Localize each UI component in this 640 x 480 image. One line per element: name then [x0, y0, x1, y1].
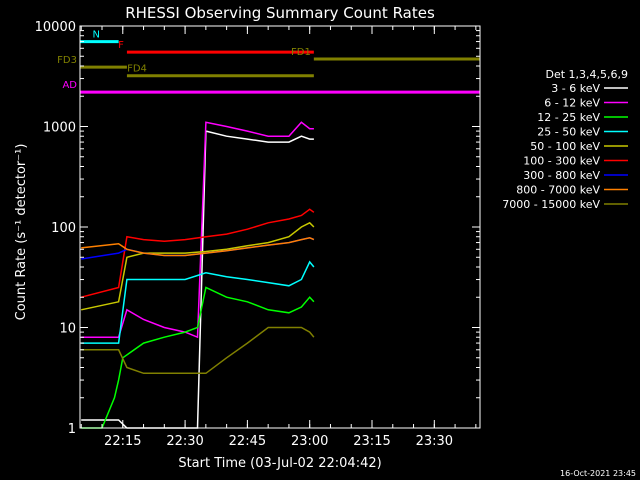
series-line-4: [81, 260, 315, 344]
series-line-9: [81, 326, 315, 375]
legend-label-3: 12 - 25 keV: [537, 111, 600, 124]
x-axis-label: Start Time (03-Jul-02 22:04:42): [178, 456, 381, 471]
series-line-7: [81, 237, 315, 260]
legend-label-9: 7000 - 15000 keV: [502, 198, 600, 211]
mode-label-fd4: FD4: [127, 64, 147, 75]
y-axis-label: Count Rate (s⁻¹ detector⁻¹): [14, 144, 29, 321]
footer-date: 16-Oct-2021 23:45: [560, 469, 636, 478]
mode-label-n: N: [93, 30, 100, 41]
x-tick-label: 23:15: [353, 434, 390, 449]
series-line-6: [81, 208, 315, 298]
series-line-3: [81, 286, 315, 429]
legend-title: Det 1,3,4,5,6,9: [545, 68, 628, 81]
x-tick-label: 22:30: [166, 434, 203, 449]
y-tick-label: 10000: [35, 20, 76, 35]
legend-label-6: 100 - 300 keV: [523, 155, 600, 168]
legend-label-4: 25 - 50 keV: [537, 126, 600, 139]
plot-frame: [79, 25, 481, 429]
legend-label-2: 6 - 12 keV: [544, 97, 600, 110]
legend-label-8: 800 - 7000 keV: [516, 184, 600, 197]
axes: 1 10 100 1000 10000 22:15 22:30 22:45 23:00 23:15…: [35, 20, 481, 449]
legend-label-1: 3 - 6 keV: [551, 82, 600, 95]
x-tick-label: 22:15: [104, 434, 141, 449]
y-tick-label: 100: [51, 221, 76, 236]
x-tick-label: 22:45: [229, 434, 266, 449]
mode-label-f: F: [118, 40, 124, 51]
observing-mode-bars: N F FD1 FD3 FD4 AD: [57, 30, 480, 94]
legend-label-5: 50 - 100 keV: [530, 140, 600, 153]
mode-label-fd1: FD1: [291, 47, 311, 58]
mode-label-fd3: FD3: [57, 55, 77, 66]
chart-title: RHESSI Observing Summary Count Rates: [125, 4, 435, 22]
y-tick-label: 10: [59, 322, 76, 337]
series-line-5: [81, 221, 315, 311]
series-line-2: [81, 121, 314, 339]
series-line-1: [81, 130, 314, 429]
legend-label-7: 300 - 800 keV: [523, 169, 600, 182]
x-tick-label: 23:00: [291, 434, 328, 449]
y-tick-label: 1000: [43, 121, 76, 136]
mode-label-ad: AD: [62, 80, 77, 91]
y-tick-label: 1: [68, 422, 76, 437]
x-tick-label: 23:30: [416, 434, 453, 449]
series-layer: [81, 121, 315, 429]
series-line-8: [81, 237, 315, 257]
